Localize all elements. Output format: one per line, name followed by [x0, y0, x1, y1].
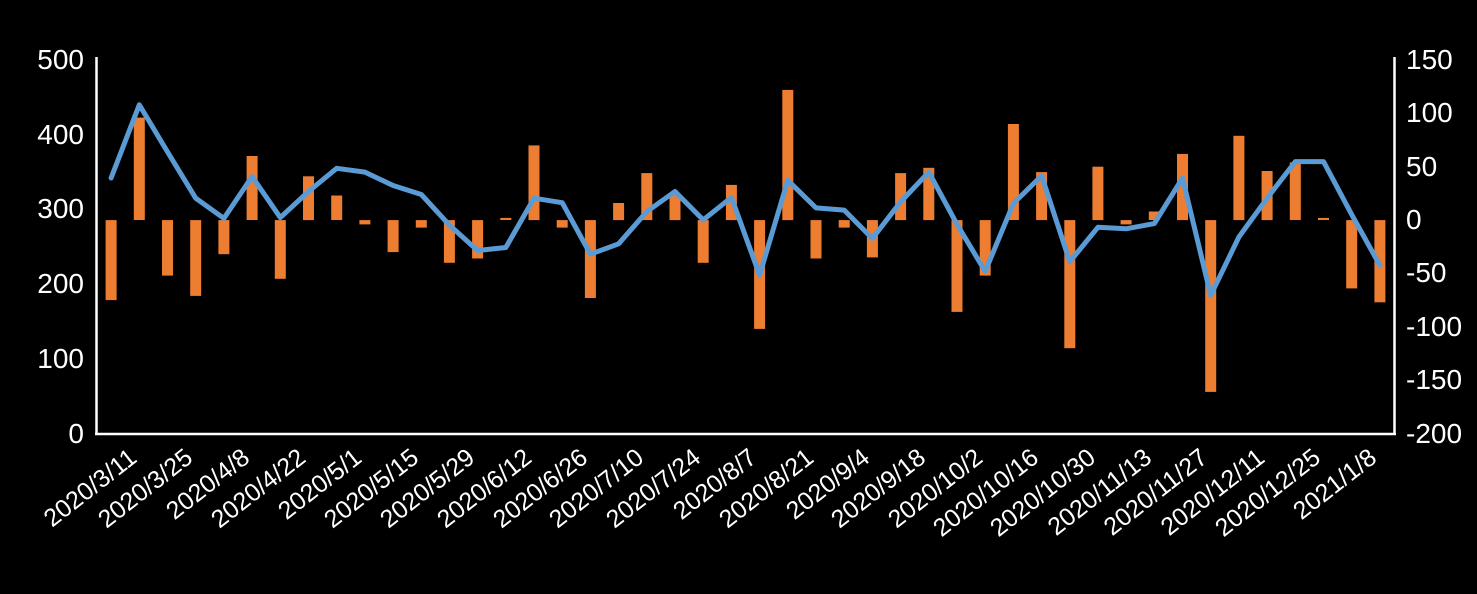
- bar: [697, 220, 709, 263]
- right-axis-tick-label: -200: [1406, 417, 1463, 449]
- bar: [1289, 162, 1301, 220]
- right-axis-tick-label: 150: [1406, 44, 1453, 75]
- bar: [979, 220, 991, 276]
- right-axis-tick-label: 0: [1406, 204, 1422, 236]
- bar: [641, 173, 653, 221]
- right-axis-tick-label: -100: [1406, 310, 1463, 342]
- line-series: [108, 102, 1383, 298]
- bar: [1120, 220, 1132, 225]
- bar: [246, 156, 258, 220]
- bar: [500, 217, 512, 220]
- bar: [556, 220, 568, 228]
- bar: [613, 203, 625, 221]
- bar: [1064, 220, 1076, 349]
- bar: [331, 195, 343, 220]
- bar: [443, 220, 455, 263]
- left-axis-tick-label: 400: [37, 118, 84, 150]
- bar: [190, 220, 202, 296]
- right-axis-tick-label: -150: [1406, 364, 1463, 396]
- bar: [528, 145, 540, 221]
- bar: [274, 220, 286, 279]
- right-axis-tick-label: -50: [1406, 257, 1447, 289]
- bar: [1148, 211, 1160, 220]
- bar: [133, 117, 145, 220]
- bar: [105, 220, 117, 301]
- bar: [162, 220, 173, 276]
- bar: [923, 167, 935, 221]
- bar: [359, 220, 371, 225]
- right-axis-tick-label: 100: [1406, 97, 1453, 129]
- bar: [1092, 166, 1104, 221]
- bar: [810, 220, 822, 259]
- bar: [1036, 172, 1048, 221]
- bar: [951, 220, 963, 312]
- bar: [303, 176, 314, 221]
- left-axis-tick-label: 200: [37, 268, 84, 300]
- bar: [1233, 135, 1245, 221]
- bar: [1205, 220, 1217, 392]
- bar: [782, 89, 794, 221]
- bar: [584, 220, 596, 298]
- bar: [895, 173, 907, 221]
- bar: [472, 220, 484, 259]
- bar: [838, 220, 850, 228]
- bar: [1346, 220, 1358, 289]
- left-axis-tick-label: 0: [68, 417, 84, 449]
- right-axis-tick-label: 50: [1406, 150, 1438, 182]
- bar: [1318, 217, 1329, 220]
- bar: [218, 220, 230, 255]
- bar: [1007, 124, 1019, 220]
- left-axis-tick-label: 100: [37, 342, 84, 374]
- left-axis-tick-label: 500: [37, 44, 84, 75]
- bar: [387, 220, 399, 253]
- left-axis-tick-label: 300: [37, 193, 84, 225]
- bar: [415, 220, 427, 228]
- bar: [669, 194, 681, 221]
